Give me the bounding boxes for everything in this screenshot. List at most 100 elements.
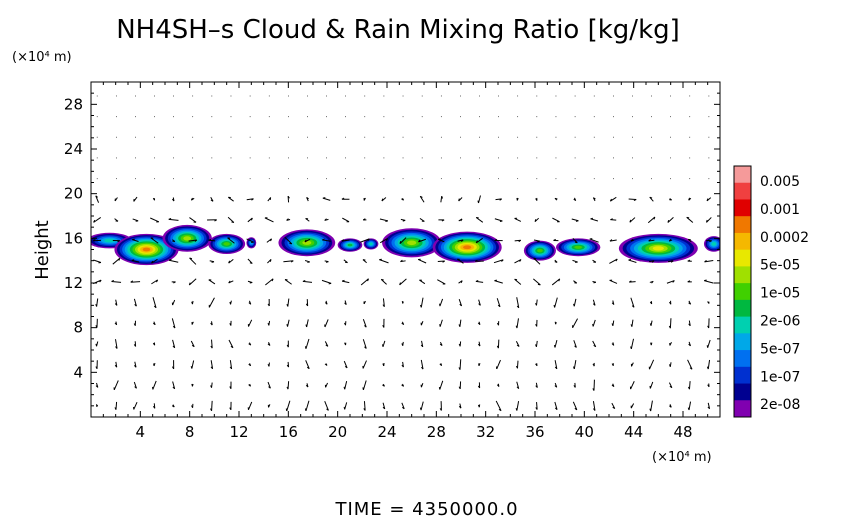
wind-vector: [478, 299, 481, 306]
wind-vector: [247, 401, 253, 410]
wind-vector: [534, 217, 540, 222]
wind-vector: [362, 339, 367, 349]
wind-vector: [688, 341, 691, 347]
cloud-cell: [703, 236, 720, 252]
wind-vector: [304, 238, 311, 243]
wind-vector: [609, 239, 617, 242]
wind-vector: [419, 218, 425, 222]
wind-vector: [362, 360, 367, 369]
wind-vector: [228, 196, 234, 202]
wind-vector: [706, 239, 712, 243]
wind-vector: [362, 259, 367, 264]
wind-vector: [516, 297, 520, 309]
wind-vector: [267, 362, 270, 367]
wind-vector: [552, 217, 560, 223]
wind-vector: [630, 362, 634, 367]
wind-vector: [152, 403, 156, 409]
wind-vector: [382, 298, 385, 307]
wind-vector: [133, 298, 137, 307]
wind-vector: [611, 342, 615, 346]
wind-vector: [440, 195, 444, 203]
wind-vector: [248, 383, 251, 387]
wind-vector: [304, 338, 310, 349]
wind-vector: [592, 281, 597, 284]
wind-vector: [609, 196, 617, 202]
wind-vector: [324, 218, 329, 221]
wind-vector: [401, 402, 405, 410]
wind-vector: [382, 383, 385, 387]
wind-vector: [688, 197, 692, 201]
wind-vector: [515, 340, 520, 347]
wind-vector: [363, 401, 366, 411]
wind-vector: [630, 297, 635, 308]
wind-vector: [535, 402, 538, 410]
wind-vector: [592, 340, 597, 348]
wind-vector: [458, 381, 462, 390]
wind-vector: [229, 401, 232, 411]
wind-vector: [286, 361, 290, 368]
wind-vector: [418, 238, 427, 243]
wind-vector: [96, 404, 99, 407]
wind-vector: [113, 380, 119, 391]
wind-vector: [649, 400, 653, 412]
wind-vector: [514, 259, 522, 264]
wind-vector: [228, 339, 234, 349]
wind-vector: [229, 300, 232, 305]
wind-vector: [571, 218, 579, 222]
wind-vector: [516, 381, 520, 389]
wind-vector: [475, 259, 484, 262]
wind-vector: [360, 238, 370, 243]
wind-vector: [706, 197, 712, 202]
wind-vector: [438, 380, 444, 390]
wind-vector: [188, 278, 197, 286]
colorbar-label: 0.005: [760, 174, 800, 190]
wind-vector: [380, 278, 387, 285]
wind-vector: [669, 300, 672, 305]
colorbar-label: 2e-06: [760, 314, 800, 330]
wind-vector: [286, 319, 290, 327]
wind-vector: [687, 238, 692, 243]
wind-vector: [553, 340, 558, 348]
wind-vector: [344, 342, 347, 346]
wind-vector: [516, 197, 519, 201]
colorbar-swatch: [734, 216, 751, 234]
wind-vector: [475, 237, 483, 244]
colorbar-swatch: [734, 232, 751, 251]
colorbar-swatch: [734, 299, 751, 318]
wind-vector: [496, 321, 500, 326]
wind-vector: [573, 197, 577, 202]
wind-vector: [210, 196, 214, 202]
wind-vector: [551, 278, 561, 286]
wind-vector: [628, 259, 637, 263]
wind-vector: [247, 217, 253, 223]
wind-vector: [112, 240, 120, 243]
colorbar-label: 5e-05: [760, 258, 800, 274]
wind-vector: [360, 278, 369, 286]
wind-vector: [191, 321, 194, 325]
cloud-cell: [382, 228, 442, 258]
wind-vector: [227, 216, 235, 223]
wind-vector: [114, 299, 118, 306]
wind-vector: [667, 216, 674, 223]
wind-vector: [150, 237, 159, 244]
wind-vector: [341, 197, 350, 200]
wind-vector: [572, 318, 579, 328]
wind-vector: [439, 341, 443, 346]
x-tick-label: 16: [279, 423, 298, 441]
wind-vector: [171, 318, 176, 329]
colorbar-swatch: [734, 249, 751, 267]
wind-vector: [379, 258, 389, 264]
wind-vector: [609, 279, 618, 284]
wind-vector: [707, 402, 711, 410]
wind-vector: [458, 403, 462, 409]
wind-vector: [172, 381, 176, 390]
wind-vector: [648, 260, 655, 263]
cloud-cell: [114, 233, 179, 266]
wind-vector: [132, 238, 139, 243]
wind-vector: [590, 217, 599, 222]
wind-vector: [628, 198, 637, 202]
wind-vector: [611, 320, 615, 326]
wind-vector: [400, 218, 406, 222]
colorbar-swatch: [734, 182, 751, 200]
wind-vector: [704, 259, 714, 263]
